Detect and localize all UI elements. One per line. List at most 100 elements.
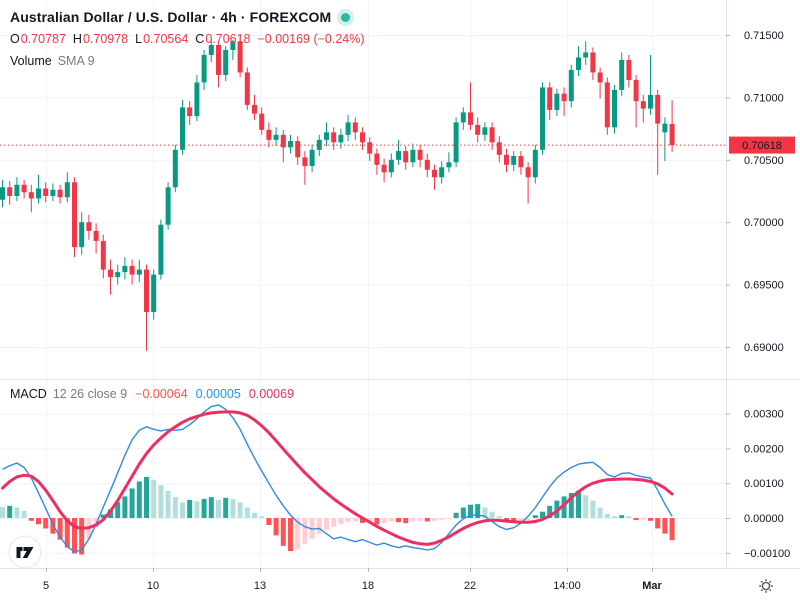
candle-body <box>72 182 77 248</box>
macd-histogram-bar <box>662 518 668 534</box>
ohlc-close: C0.70618 <box>195 32 251 46</box>
macd-tick-label: 0.00000 <box>744 513 784 525</box>
time-tick-label: 5 <box>43 580 49 592</box>
macd-histogram-bar <box>324 518 329 531</box>
price-tick-label: 0.69000 <box>744 342 784 354</box>
ohlc-high: H0.70978 <box>72 32 129 46</box>
macd-histogram-bar <box>216 499 221 518</box>
candle-body <box>79 222 85 248</box>
candle-body <box>432 169 437 178</box>
candle-body <box>403 151 409 163</box>
macd-histogram-bar <box>57 518 63 540</box>
candle-body <box>50 189 56 196</box>
candle-body <box>129 265 135 275</box>
macd-histogram-bar <box>388 518 394 522</box>
timezone-settings-button[interactable] <box>755 575 777 597</box>
macd-histogram-bar <box>172 497 178 518</box>
macd-histogram-bar <box>93 518 99 527</box>
symbol-title-row[interactable]: Australian Dollar / U.S. Dollar · 4h · F… <box>10 9 351 25</box>
candle-body <box>36 188 41 199</box>
macd-tick-label: 0.00200 <box>744 443 784 455</box>
ohlc-low: L0.70564 <box>135 32 189 46</box>
candle-body <box>165 187 171 225</box>
macd-tick-label: 0.00100 <box>744 478 784 490</box>
time-axis[interactable]: 5 10 13 18 22 14:00 Mar <box>43 568 663 592</box>
candle-body <box>57 189 63 198</box>
macd-histogram-bar <box>7 505 13 518</box>
macd-histogram-bar <box>568 492 574 518</box>
macd-tick-label: 0.00300 <box>744 409 784 421</box>
candle-body <box>475 124 481 135</box>
candle-body <box>561 93 567 102</box>
tradingview-glyph <box>16 547 34 558</box>
candle-body <box>273 134 279 140</box>
candle-body <box>93 230 99 241</box>
candle-body <box>453 122 459 163</box>
candle-body <box>532 149 538 178</box>
macd-histogram-bar <box>590 500 596 518</box>
macd-histogram-bar <box>576 490 581 518</box>
candle-body <box>21 184 27 193</box>
macd-histogram-bar <box>194 501 200 518</box>
candle-body <box>633 79 639 102</box>
macd-legend[interactable]: MACD 12 26 close 9 −0.00064 0.00005 0.00… <box>10 387 294 401</box>
candle-body <box>540 87 545 150</box>
macd-histogram-bar <box>108 509 113 518</box>
macd-histogram-bar <box>432 518 437 521</box>
candle-body <box>590 52 596 73</box>
current-price-badge: 0.70618 <box>729 136 795 154</box>
macd-histogram-bar <box>403 518 409 524</box>
symbol-title[interactable]: Australian Dollar / U.S. Dollar · 4h · F… <box>10 9 332 25</box>
candle-body <box>619 59 625 90</box>
candle-body <box>446 162 452 168</box>
candle-body <box>288 141 293 148</box>
volume-legend[interactable]: Volume SMA 9 <box>10 54 95 68</box>
time-tick-label: 13 <box>254 580 266 592</box>
candle-body <box>144 269 149 313</box>
candle-body <box>352 122 358 133</box>
candle-body <box>648 94 653 109</box>
candle-body <box>381 164 387 173</box>
macd-histogram-bar <box>208 497 214 518</box>
tradingview-logo[interactable] <box>8 535 42 569</box>
candle-body <box>230 41 236 50</box>
time-tick-label: 18 <box>362 580 374 592</box>
macd-histogram-bar <box>302 518 308 545</box>
candle-body <box>316 139 322 150</box>
macd-histogram-bar <box>144 476 149 518</box>
candle-body <box>280 134 286 148</box>
candle-body <box>136 269 142 275</box>
macd-histogram-bar <box>331 518 337 527</box>
macd-histogram-bar <box>597 507 603 518</box>
candle-body <box>669 123 675 146</box>
macd-histogram-bar <box>165 490 171 518</box>
volume-label[interactable]: Volume <box>10 54 52 68</box>
candle-body <box>367 142 373 154</box>
candle-body <box>302 157 308 167</box>
candle-body <box>511 156 517 165</box>
candle-body <box>568 69 574 102</box>
macd-histogram-bar <box>244 507 250 518</box>
price-change: −0.00169 (−0.24%) <box>257 32 365 46</box>
macd-histogram-bar <box>187 499 193 518</box>
macd-histogram-bar <box>252 512 257 518</box>
price-axis[interactable]: 0.71500 0.71000 0.70500 0.70000 0.69500 0.690… <box>726 30 790 560</box>
candle-body <box>604 82 610 128</box>
macd-histogram-bar <box>79 518 85 555</box>
macd-signal-line <box>1 410 674 546</box>
macd-label[interactable]: MACD <box>10 387 47 401</box>
macd-histogram-bar <box>72 518 77 554</box>
macd-histogram-bar <box>374 518 380 525</box>
macd-histogram-bar <box>115 502 121 518</box>
candle-body <box>468 112 473 125</box>
macd-histogram-bar <box>259 516 265 518</box>
macd-histogram-bar <box>201 498 207 518</box>
candle-body <box>518 156 524 168</box>
candle-body <box>460 112 466 123</box>
candle-body <box>338 134 344 143</box>
macd-histogram-bar <box>648 518 653 521</box>
macd-histogram-bar <box>626 516 632 518</box>
candle-body <box>626 59 632 80</box>
macd-histogram-bar <box>21 511 27 518</box>
